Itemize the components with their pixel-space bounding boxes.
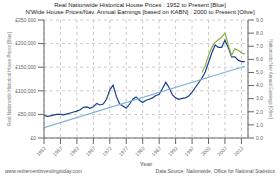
svg-text:Real Nationwide Historical Hou: Real Nationwide Historical House Prices … — [8, 32, 12, 125]
svg-text:3.0: 3.0 — [256, 95, 263, 101]
svg-text:1967: 1967 — [84, 145, 96, 157]
svg-text:7.0: 7.0 — [256, 43, 263, 49]
svg-text:8.0: 8.0 — [256, 30, 263, 36]
svg-text:£250,000: £250,000 — [15, 17, 36, 23]
svg-text:1982: 1982 — [134, 145, 146, 157]
svg-text:5.0: 5.0 — [256, 69, 263, 75]
svg-text:1957: 1957 — [52, 145, 64, 157]
svg-text:1987: 1987 — [150, 145, 162, 157]
html-text:Data Source: Nationwide, Offic: Data Source: Nationwide, Office for Nati… — [155, 168, 275, 174]
svg-text:1977: 1977 — [117, 145, 129, 157]
svg-text:1997: 1997 — [183, 145, 195, 157]
svg-text:9.0: 9.0 — [256, 17, 263, 23]
svg-text:1.0: 1.0 — [256, 122, 263, 128]
svg-text:Year: Year — [140, 161, 153, 167]
svg-text:£150,000: £150,000 — [15, 64, 36, 70]
svg-text:6.0: 6.0 — [256, 56, 263, 62]
svg-text:1952: 1952 — [35, 145, 47, 157]
svg-text:1962: 1962 — [68, 145, 80, 157]
svg-text:£50,000: £50,000 — [18, 111, 36, 117]
svg-text:£0: £0 — [30, 135, 36, 141]
html-text:Real Nationwide Historical Hou: Real Nationwide Historical House Prices … — [54, 2, 226, 8]
svg-text:4.0: 4.0 — [256, 82, 263, 88]
html-text:www.retirementinvestingtoday.c: www.retirementinvestingtoday.com — [5, 168, 82, 174]
svg-text:£200,000: £200,000 — [15, 40, 36, 46]
svg-text:£100,000: £100,000 — [15, 88, 36, 94]
svg-text:2012: 2012 — [233, 145, 245, 157]
svg-text:1992: 1992 — [167, 145, 179, 157]
svg-text:0.0: 0.0 — [256, 135, 263, 141]
svg-text:2007: 2007 — [216, 145, 228, 157]
svg-text:2.0: 2.0 — [256, 109, 263, 115]
svg-text:2002: 2002 — [200, 145, 212, 157]
svg-text:1972: 1972 — [101, 145, 113, 157]
svg-text:Nationwide/Nav Annual Earnings: Nationwide/Nav Annual Earnings [Olive] — [268, 39, 272, 119]
html-text:N'Wide House Prices/Nav. Annua: N'Wide House Prices/Nav. Annual Earnings… — [25, 9, 255, 15]
